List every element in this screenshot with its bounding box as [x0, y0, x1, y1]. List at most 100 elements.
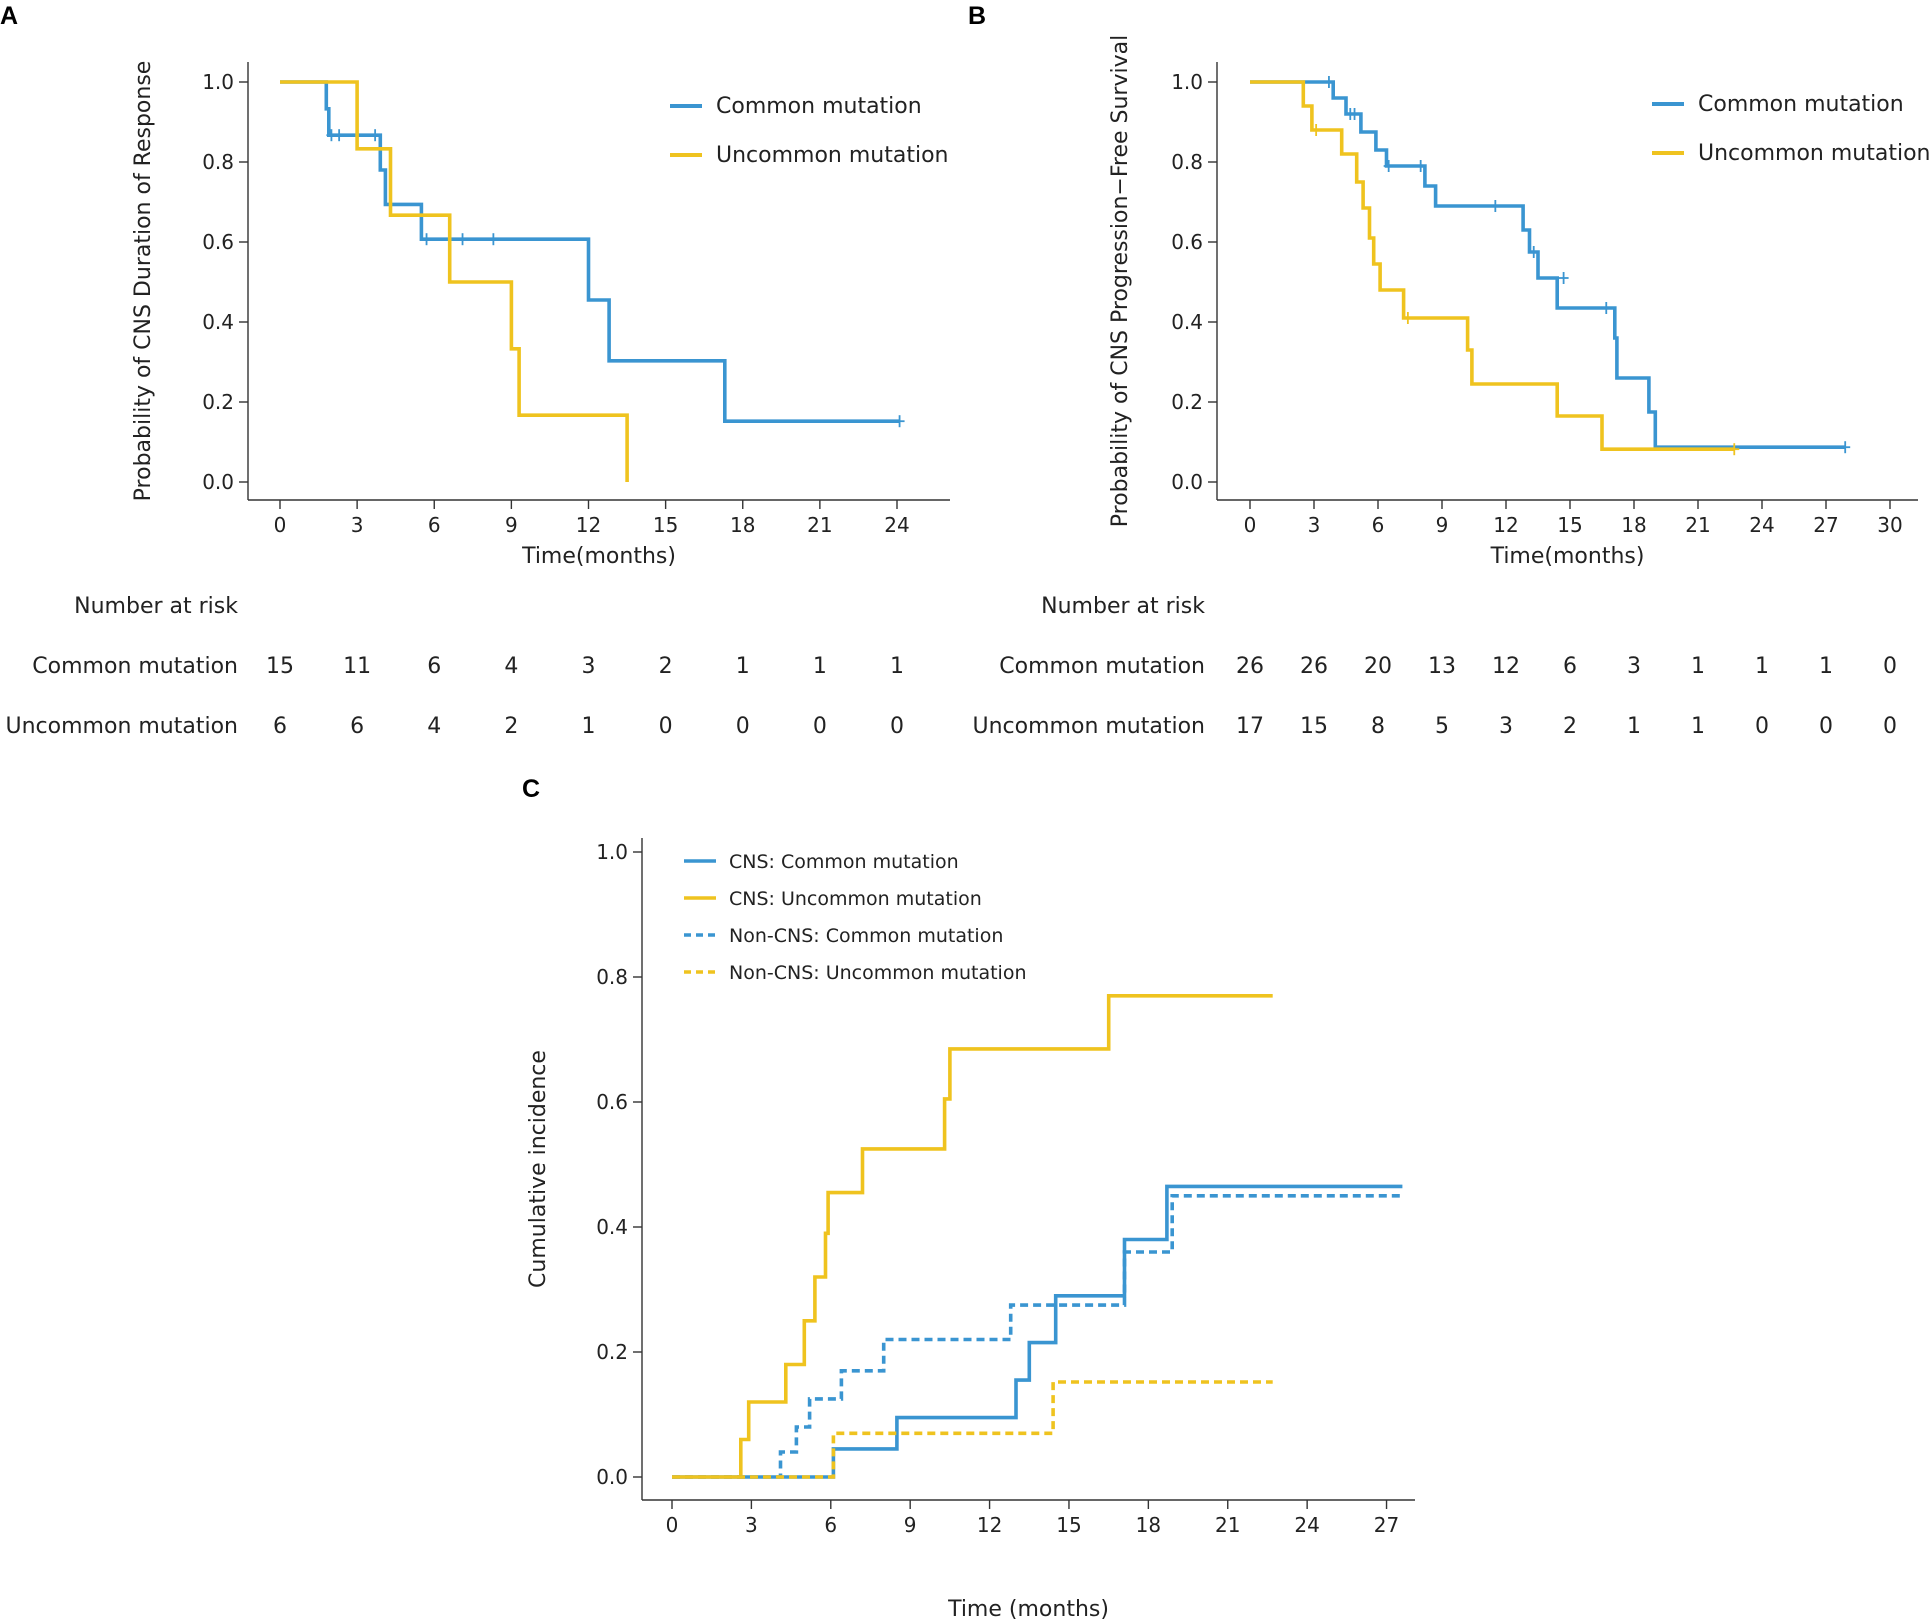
panel-c-chart: 0 3 6 9 12 15 18 21 24 27 0.0 0.2 0.4 0.6 0.8 1.0 Time (…	[526, 838, 1415, 1622]
panel-b-y-tick-label: 0.4	[1171, 310, 1203, 334]
panel-b-risk-cell: 6	[1563, 654, 1577, 679]
panel-b-legend-label: Uncommon mutation	[1698, 141, 1930, 166]
panel-a-risk-cell: 1	[736, 654, 750, 679]
panel-c-x-tick-label: 24	[1294, 1513, 1319, 1537]
panel-c-series-line-1	[672, 994, 1273, 1479]
panel-b-risk-cell: 1	[1627, 714, 1641, 739]
panel-b-risk-cell: 0	[1883, 654, 1897, 679]
panel-a-risk-row-label: Uncommon mutation	[6, 714, 238, 739]
panel-a-series-line-1	[280, 80, 629, 482]
panel-b-risk-cell: 26	[1236, 654, 1264, 679]
panel-c-x-tick-label: 3	[745, 1513, 758, 1537]
panel-c-legend-label: Non-CNS: Common mutation	[729, 925, 1003, 947]
panel-a-risk-cell: 0	[890, 714, 904, 739]
panel-c-x-tick-label: 0	[666, 1513, 679, 1537]
panel-c-series-line-3	[672, 1380, 1273, 1479]
panel-c-y-tick-label: 0.8	[596, 965, 628, 989]
panel-a-y-tick-label: 0.6	[202, 230, 234, 254]
panel-a-risk-cell: 1	[813, 654, 827, 679]
panel-a-x-axis-title: Time(months)	[521, 544, 676, 569]
panel-a-x-tick-label: 9	[505, 513, 518, 537]
panel-b-risk-cell: 1	[1691, 654, 1705, 679]
panel-a-x-tick-label: 18	[730, 513, 755, 537]
panel-b-series-line-0	[1250, 80, 1846, 449]
panel-b-risk-cell: 15	[1300, 714, 1328, 739]
panel-c-x-tick-label: 6	[824, 1513, 837, 1537]
panel-b-x-axis-title: Time(months)	[1490, 544, 1645, 569]
panel-a-legend-label: Uncommon mutation	[716, 143, 948, 168]
panel-c-y-axis-title: Cumulative incidence	[526, 1050, 551, 1288]
panel-b-risk-cell: 0	[1755, 714, 1769, 739]
panel-c-x-tick-label: 27	[1374, 1513, 1399, 1537]
panel-b-y-tick-label: 0.6	[1171, 230, 1203, 254]
panel-b-risk-cell: 26	[1300, 654, 1328, 679]
panel-a-risk-cell: 1	[890, 654, 904, 679]
panel-a-y-axis-title: Probability of CNS Duration of Response	[131, 61, 156, 502]
panel-a-x-tick-label: 6	[428, 513, 441, 537]
panel-a-risk-cell: 11	[343, 654, 371, 679]
panel-a-risk-cell: 6	[350, 714, 364, 739]
panel-a-risk-title: Number at risk	[74, 594, 238, 619]
panel-c-y-tick-label: 0.2	[596, 1340, 628, 1364]
panel-a-risk-cell: 4	[504, 654, 518, 679]
panel-a-x-tick-label: 15	[653, 513, 678, 537]
panel-b-risk-cell: 0	[1819, 714, 1833, 739]
panel-a-risk-cell: 0	[736, 714, 750, 739]
panel-c-y-tick-label: 0.0	[596, 1465, 628, 1489]
panel-b-x-tick-label: 9	[1436, 513, 1449, 537]
panel-letter-b: B	[968, 2, 986, 30]
panel-c-x-tick-label: 12	[977, 1513, 1002, 1537]
panel-c-legend-label: CNS: Common mutation	[729, 851, 959, 873]
panel-b-legend-label: Common mutation	[1698, 92, 1904, 117]
panel-a-risk-cell: 1	[582, 714, 596, 739]
panel-a-y-tick-label: 0.8	[202, 150, 234, 174]
panel-c-series-line-0	[672, 1184, 1403, 1479]
panel-b-y-tick-label: 0.2	[1171, 390, 1203, 414]
panel-b-chart: 0 3 6 9 12 15 18 21 24 27 30 0.0 0.2 0.4 0.6 0.8 1.0 Time…	[1108, 35, 1930, 569]
panel-c-legend-label: CNS: Uncommon mutation	[729, 888, 982, 910]
panel-a-risk-cell: 4	[427, 714, 441, 739]
panel-c-legend-label: Non-CNS: Uncommon mutation	[729, 962, 1027, 984]
panel-a-series-line-0	[280, 80, 900, 423]
panel-b-x-tick-label: 15	[1557, 513, 1582, 537]
panel-b-y-tick-label: 1.0	[1171, 70, 1203, 94]
panel-a-risk-cell: 6	[427, 654, 441, 679]
panel-c-y-tick-label: 1.0	[596, 840, 628, 864]
panel-letter-a: A	[0, 2, 18, 30]
panel-a-x-tick-label: 3	[351, 513, 364, 537]
panel-a-x-tick-label: 12	[576, 513, 601, 537]
panel-b-risk-cell: 13	[1428, 654, 1456, 679]
panel-b-risk-cell: 12	[1492, 654, 1520, 679]
panel-b-x-tick-label: 12	[1493, 513, 1518, 537]
panel-b-risk-cell: 8	[1371, 714, 1385, 739]
panel-b-risk-cell: 5	[1435, 714, 1449, 739]
panel-a-risk-cell: 6	[273, 714, 287, 739]
panel-b-risk-cell: 0	[1883, 714, 1897, 739]
panel-a-risk-cell: 0	[813, 714, 827, 739]
panel-b-x-tick-label: 6	[1372, 513, 1385, 537]
panel-letter-c: C	[522, 775, 540, 803]
panel-a-x-tick-label: 21	[807, 513, 832, 537]
panel-b-x-tick-label: 21	[1685, 513, 1710, 537]
panel-b-x-tick-label: 30	[1877, 513, 1902, 537]
panel-c-x-tick-label: 15	[1056, 1513, 1081, 1537]
panel-b-x-tick-label: 18	[1621, 513, 1646, 537]
panel-c-y-tick-label: 0.6	[596, 1090, 628, 1114]
panel-b-x-tick-label: 27	[1813, 513, 1838, 537]
panel-c-y-tick-label: 0.4	[596, 1215, 628, 1239]
panel-b-y-tick-label: 0.8	[1171, 150, 1203, 174]
panel-c-series-line-2	[672, 1194, 1403, 1479]
panel-b-risk-cell: 20	[1364, 654, 1392, 679]
panel-a-legend-label: Common mutation	[716, 94, 922, 119]
panel-a-risk-cell: 15	[266, 654, 294, 679]
panel-b-risk-cell: 3	[1499, 714, 1513, 739]
panel-a-risk-cell: 2	[659, 654, 673, 679]
panel-a-chart: 0 3 6 9 12 15 18 21 24 0.0 0.2 0.4 0.6 0.8 1.0 Time(mon…	[131, 61, 950, 569]
panel-b-y-axis-title: Probability of CNS Progression−Free Surv…	[1108, 35, 1133, 527]
panel-b-risk-cell: 1	[1691, 714, 1705, 739]
panel-a-y-tick-label: 0.2	[202, 390, 234, 414]
panel-a-y-tick-label: 0.4	[202, 310, 234, 334]
panel-b-x-tick-label: 0	[1244, 513, 1257, 537]
